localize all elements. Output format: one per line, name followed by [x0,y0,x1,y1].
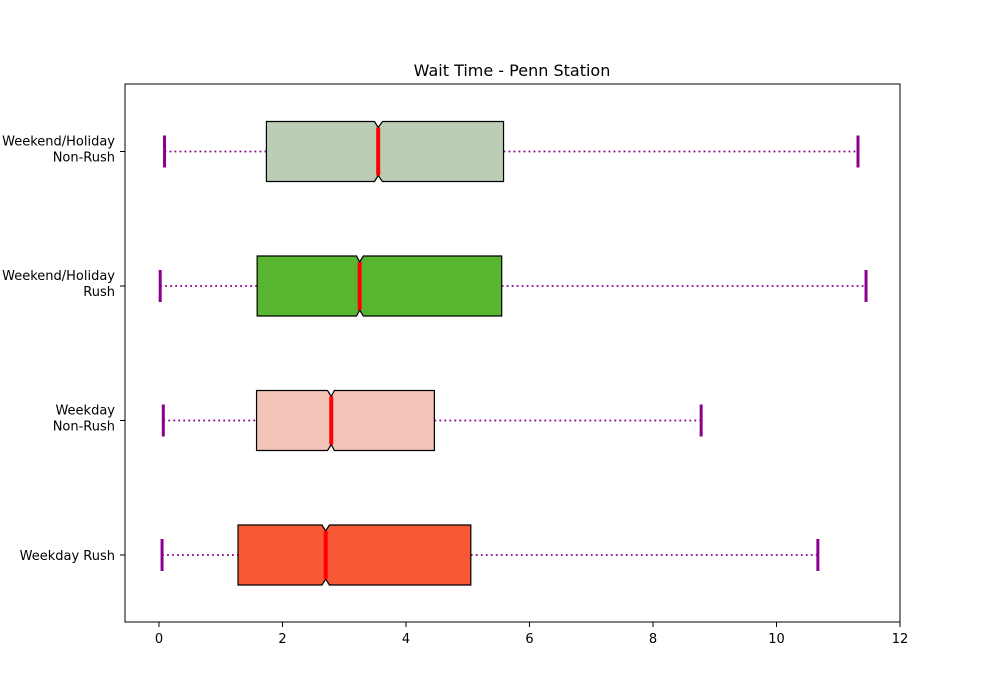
y-tick-label-1-0: Weekday [55,404,115,419]
box-group-2 [158,255,868,317]
box-0 [237,524,472,586]
box-group-3 [163,120,860,183]
y-tick-label-1-1: Non-Rush [53,420,115,435]
box-1 [255,389,435,452]
box-3 [265,120,505,183]
plot-layer [158,120,868,586]
y-tick-label-2-0: Weekend/Holiday [2,269,115,284]
y-tick-label-3-0: Weekend/Holiday [2,135,115,150]
chart-title: Wait Time - Penn Station [414,61,611,80]
x-tick-label-1: 2 [278,632,286,647]
plot-frame [124,83,901,623]
x-tick-label-0: 0 [155,632,163,647]
y-tick-label-0-0: Weekday Rush [20,549,115,564]
x-tick-label-6: 12 [892,632,909,647]
box-group-1 [161,389,703,452]
y-tick-label-3-1: Non-Rush [53,151,115,166]
box-group-0 [160,524,820,586]
y-tick-label-2-1: Rush [83,285,115,300]
x-tick-label-2: 4 [402,632,410,647]
x-tick-label-5: 10 [768,632,785,647]
x-tick-label-3: 6 [525,632,533,647]
box-2 [256,255,503,317]
x-tick-label-4: 8 [649,632,657,647]
